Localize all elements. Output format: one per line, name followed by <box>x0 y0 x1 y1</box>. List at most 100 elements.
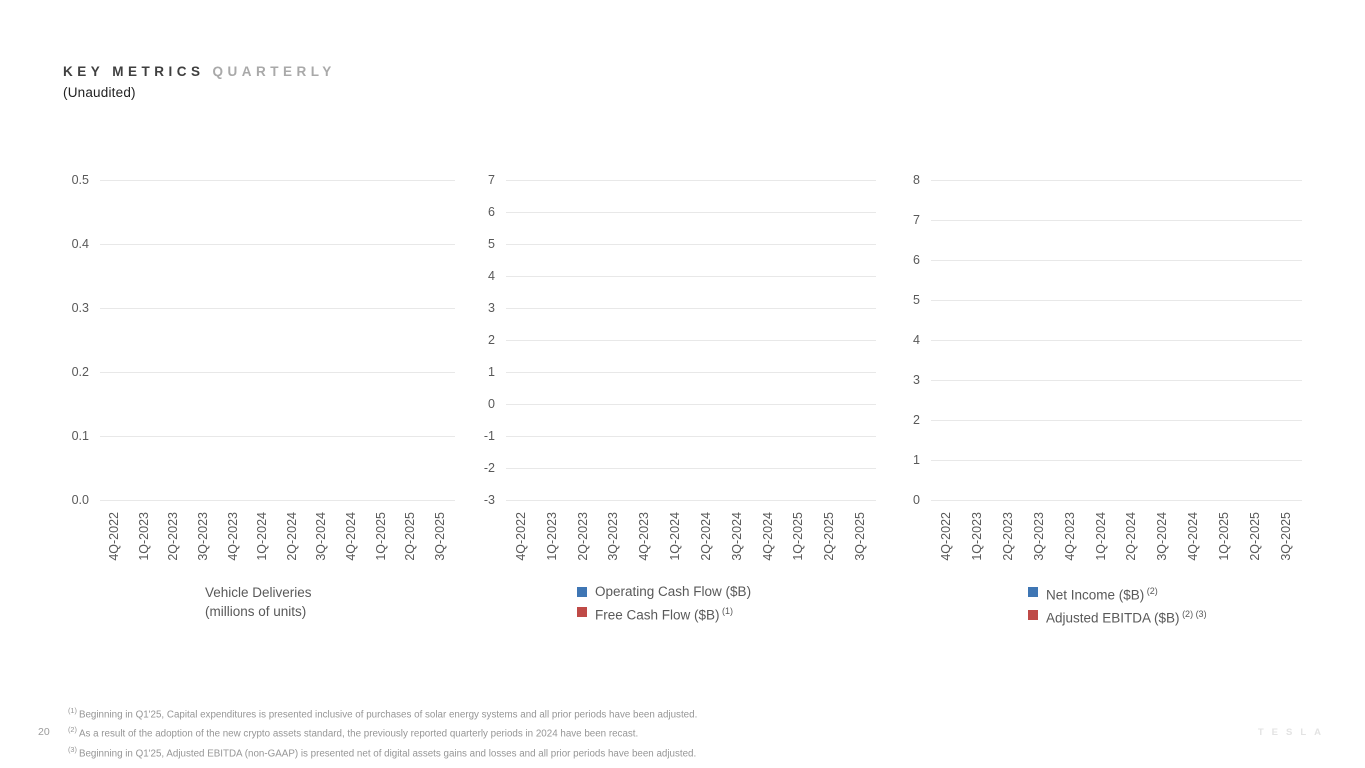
x-axis-tick-label: 2Q-2024 <box>1124 512 1139 561</box>
gridline <box>931 180 1302 181</box>
legend-swatch <box>577 587 587 597</box>
x-axis-tick-label: 2Q-2025 <box>822 512 837 561</box>
x-axis-tick-label: 4Q-2022 <box>938 512 953 561</box>
x-axis-tick-label: 2Q-2023 <box>166 512 181 561</box>
x-axis-tick-label: 2Q-2024 <box>698 512 713 561</box>
legend-label: Net Income ($B) (2) <box>1046 586 1158 603</box>
x-axis-tick-label: 1Q-2024 <box>255 512 270 561</box>
y-axis-tick-label: -3 <box>483 493 495 507</box>
gridline <box>931 260 1302 261</box>
footnote: (1) Beginning in Q1'25, Capital expendit… <box>68 703 848 722</box>
gridline <box>100 436 455 437</box>
x-axis-tick-label: 3Q-2024 <box>1155 512 1170 561</box>
y-axis-tick-label: 4 <box>488 269 495 283</box>
gridline <box>931 340 1302 341</box>
y-axis-tick-label: 0.0 <box>71 493 89 507</box>
gridline <box>100 308 455 309</box>
gridline <box>506 404 876 405</box>
y-axis-tick-label: 3 <box>488 301 495 315</box>
legend-item: Net Income ($B) (2) <box>1028 582 1207 605</box>
x-axis-tick-label: 3Q-2025 <box>853 512 868 561</box>
y-axis-tick-label: 7 <box>913 213 920 227</box>
y-axis-tick-label: 1 <box>913 453 920 467</box>
legend-swatch <box>1028 587 1038 597</box>
gridline <box>100 180 455 181</box>
legend-item: Operating Cash Flow ($B) <box>577 582 751 602</box>
x-axis-tick-label: 3Q-2023 <box>1031 512 1046 561</box>
y-axis-tick-label: 6 <box>913 253 920 267</box>
y-axis-tick-label: 5 <box>913 293 920 307</box>
x-axis-tick-label: 2Q-2025 <box>1248 512 1263 561</box>
legend-swatch <box>577 606 587 617</box>
footnote-text: Beginning in Q1'25, Capital expenditures… <box>78 709 698 721</box>
x-axis-tick-label: 4Q-2024 <box>760 512 775 561</box>
y-axis-tick-label: 0 <box>488 397 495 411</box>
x-axis-tick-label: 1Q-2023 <box>969 512 984 561</box>
gridline <box>931 460 1302 461</box>
legend-footnote-marker: (1) <box>719 605 734 616</box>
x-axis-tick-label: 1Q-2024 <box>668 512 683 561</box>
legend-footnote-marker: (2) (3) <box>1179 609 1207 619</box>
legend-swatch <box>1028 610 1038 620</box>
x-axis-tick-label: 3Q-2025 <box>432 512 447 561</box>
gridline <box>506 500 876 501</box>
footnote-text: As a result of the adoption of the new c… <box>78 728 639 740</box>
gridline <box>506 212 876 213</box>
x-axis-tick-label: 3Q-2024 <box>729 512 744 561</box>
y-axis-tick-label: 5 <box>488 237 495 251</box>
x-axis-tick-label: 3Q-2023 <box>606 512 621 561</box>
y-axis-tick-label: 4 <box>913 333 920 347</box>
chart-title-line: (millions of units) <box>205 604 307 619</box>
x-axis-tick-label: 4Q-2023 <box>1062 512 1077 561</box>
y-axis-tick-label: 1 <box>488 365 495 379</box>
chart-legend: Net Income ($B) (2) Adjusted EBITDA ($B) … <box>1028 582 1207 628</box>
footnote: (3) Beginning in Q1'25, Adjusted EBITDA … <box>68 742 848 761</box>
legend-item: Free Cash Flow ($B) (1) <box>577 602 751 625</box>
page-title: KEY METRICS QUARTERLY <box>63 64 336 79</box>
gridline <box>100 244 455 245</box>
gridline <box>931 300 1302 301</box>
y-axis-tick-label: 2 <box>913 413 920 427</box>
x-axis-tick-label: 1Q-2024 <box>1093 512 1108 561</box>
x-axis-tick-label: 3Q-2025 <box>1279 512 1294 561</box>
page-title-secondary: QUARTERLY <box>212 64 336 79</box>
y-axis-tick-label: -2 <box>483 461 495 475</box>
y-axis-tick-label: 0.3 <box>71 301 89 315</box>
gridline <box>100 500 455 501</box>
page-title-primary: KEY METRICS <box>63 64 205 79</box>
legend-label: Operating Cash Flow ($B) <box>595 584 752 599</box>
gridline <box>506 372 876 373</box>
footnote-marker: (3) <box>68 744 79 754</box>
gridline <box>506 340 876 341</box>
x-axis-tick-label: 2Q-2023 <box>575 512 590 561</box>
gridline <box>931 380 1302 381</box>
x-axis-tick-label: 2Q-2025 <box>403 512 418 561</box>
gridline <box>506 436 876 437</box>
legend-label: Adjusted EBITDA ($B) (2) (3) <box>1046 609 1207 626</box>
y-axis-tick-label: 0.1 <box>71 429 89 443</box>
x-axis-tick-label: 2Q-2023 <box>1000 512 1015 561</box>
x-axis-tick-label: 4Q-2022 <box>107 512 122 561</box>
y-axis-tick-label: -1 <box>483 429 495 443</box>
legend-footnote-marker: (2) <box>1144 586 1158 596</box>
x-axis-tick-label: 4Q-2023 <box>225 512 240 561</box>
gridline <box>931 500 1302 501</box>
legend-label: Free Cash Flow ($B) (1) <box>595 605 734 623</box>
gridline <box>506 468 876 469</box>
x-axis-tick-label: 4Q-2022 <box>513 512 528 561</box>
y-axis-tick-label: 0.5 <box>71 173 89 187</box>
x-axis-tick-label: 4Q-2024 <box>1186 512 1201 561</box>
footnotes: (1) Beginning in Q1'25, Capital expendit… <box>68 703 848 761</box>
x-axis-tick-label: 2Q-2024 <box>284 512 299 561</box>
footnote-marker: (1) <box>68 706 79 715</box>
y-axis-tick-label: 0 <box>913 493 920 507</box>
gridline <box>506 244 876 245</box>
footnote-marker: (2) <box>68 725 79 735</box>
y-axis-tick-label: 0.4 <box>71 237 89 251</box>
y-axis-tick-label: 8 <box>913 173 920 187</box>
footnote: (2) As a result of the adoption of the n… <box>68 722 848 741</box>
slide-header: KEY METRICS QUARTERLY (Unaudited) <box>63 64 336 100</box>
chart-title: Vehicle Deliveries (millions of units) <box>205 583 312 621</box>
x-axis-tick-label: 4Q-2024 <box>343 512 358 561</box>
x-axis-tick-label: 4Q-2023 <box>637 512 652 561</box>
